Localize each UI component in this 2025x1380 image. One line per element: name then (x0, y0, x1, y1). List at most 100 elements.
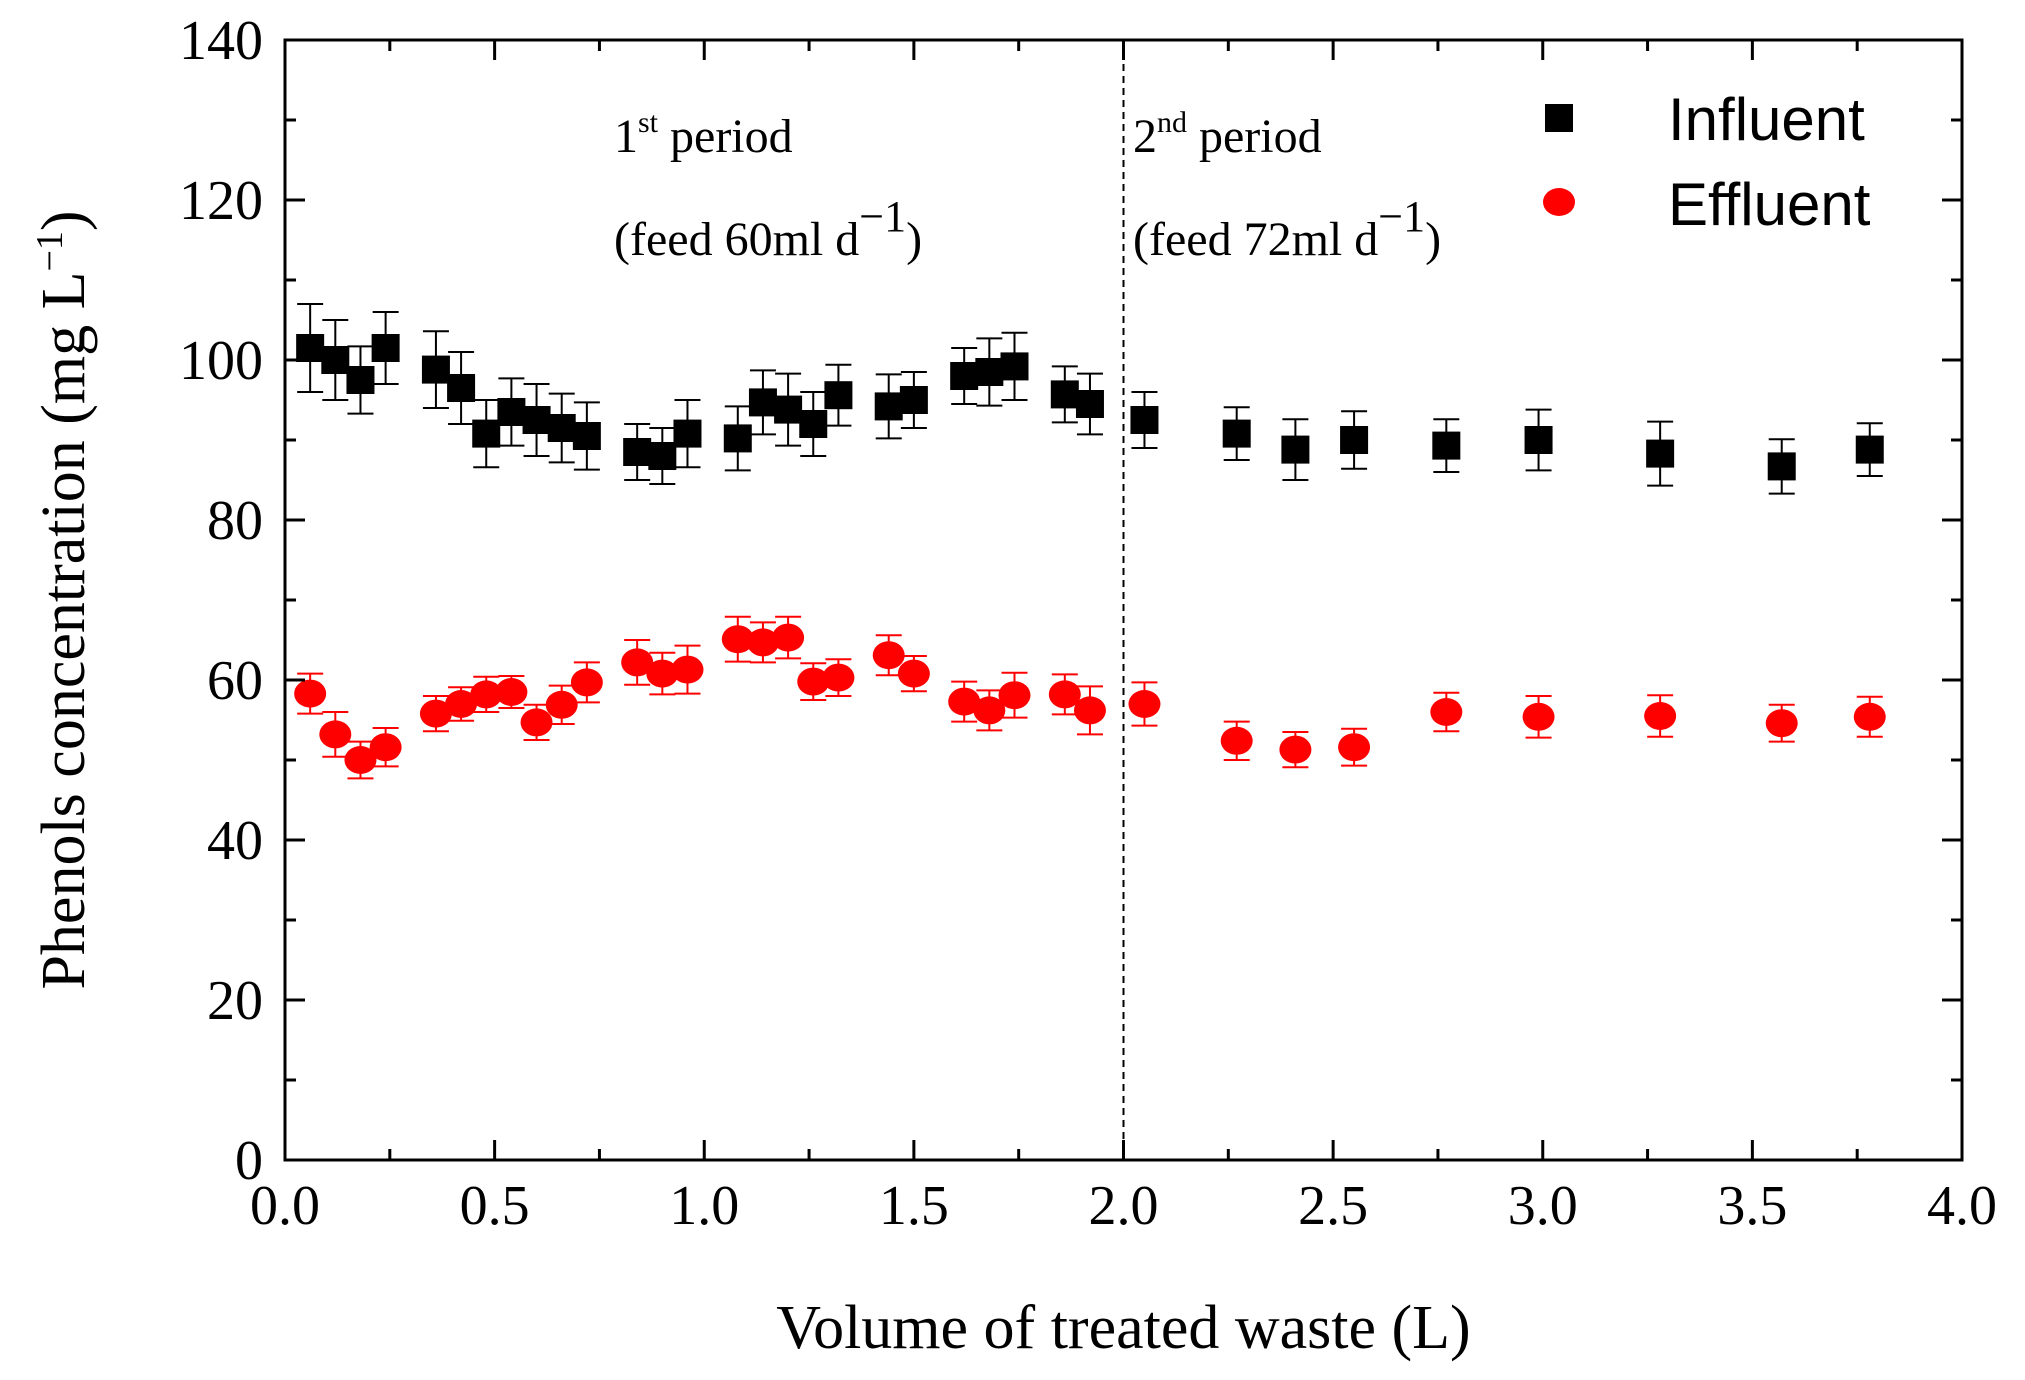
influent-point (774, 395, 803, 424)
feed-label-2: (feed 72ml d−1) (1133, 192, 1441, 266)
effluent-point (822, 663, 855, 692)
influent-point (824, 381, 853, 410)
y-tick-label: 100 (179, 330, 263, 392)
point-layer (294, 334, 1886, 774)
effluent-point (721, 625, 754, 654)
x-tick-label: 2.0 (1089, 1175, 1159, 1237)
influent-point (321, 346, 350, 374)
effluent-point (545, 690, 578, 719)
effluent-point (1430, 698, 1463, 726)
x-tick-label: 3.0 (1508, 1175, 1578, 1237)
influent-point (950, 362, 979, 390)
effluent-point (520, 708, 553, 737)
influent-point (1050, 380, 1079, 409)
influent-point (1000, 352, 1029, 381)
effluent-point (1128, 690, 1161, 718)
influent-point (296, 334, 325, 362)
effluent-point (445, 690, 478, 718)
period-label-2: 2nd period (1133, 106, 1322, 163)
effluent-point (1765, 709, 1798, 738)
x-tick-label: 3.5 (1717, 1175, 1787, 1237)
effluent-point (746, 628, 779, 657)
influent-point (1340, 426, 1369, 454)
y-axis-title: Phenols concentration (mg L−1) (29, 210, 98, 989)
legend-influent-label: Influent (1668, 86, 1865, 153)
influent-point (748, 388, 777, 417)
effluent-point (369, 733, 402, 762)
effluent-point (646, 659, 679, 688)
x-tick-label: 0.0 (250, 1175, 320, 1237)
influent-point (673, 419, 702, 448)
legend-effluent-marker (1543, 188, 1575, 216)
effluent-point (797, 667, 830, 696)
effluent-point (897, 659, 930, 688)
influent-point (1075, 390, 1104, 418)
y-tick-label: 40 (207, 810, 263, 872)
x-tick-label: 0.5 (460, 1175, 530, 1237)
y-tick-label: 80 (207, 490, 263, 552)
x-tick-label: 2.5 (1298, 1175, 1368, 1237)
influent-point (447, 374, 476, 402)
effluent-point (998, 681, 1031, 710)
influent-point (1432, 431, 1461, 460)
influent-point (975, 358, 1004, 386)
y-tick-label: 120 (179, 170, 263, 232)
influent-point (799, 410, 828, 438)
effluent-point (419, 699, 452, 728)
influent-point (522, 406, 551, 434)
effluent-point (1279, 735, 1312, 764)
annotation-layer: 1st period (feed 60ml d−1) 2nd period (feed… (614, 106, 1441, 266)
influent-point (1524, 426, 1553, 454)
influent-point (572, 422, 601, 450)
effluent-point (772, 623, 805, 652)
effluent-point (319, 720, 352, 749)
influent-point (874, 392, 903, 421)
influent-point (648, 442, 677, 470)
effluent-point (1338, 733, 1371, 762)
x-axis-title: Volume of treated waste (L) (776, 1294, 1470, 1362)
effluent-point (671, 655, 704, 684)
influent-point (1130, 406, 1159, 434)
influent-point (723, 424, 752, 453)
effluent-point (495, 678, 528, 706)
effluent-point (1853, 702, 1886, 731)
x-tick-label: 1.0 (669, 1175, 739, 1237)
influent-point (497, 398, 526, 426)
y-tick-label: 140 (179, 10, 263, 72)
influent-point (346, 366, 375, 394)
influent-point (421, 355, 450, 384)
effluent-point (470, 680, 503, 709)
legend-influent-marker (1545, 104, 1573, 132)
influent-point (472, 419, 501, 448)
y-tick-label: 0 (235, 1130, 263, 1192)
y-tick-label: 60 (207, 650, 263, 712)
effluent-point (1048, 680, 1081, 709)
effluent-point (1220, 726, 1253, 755)
feed-label-1: (feed 60ml d−1) (614, 192, 922, 266)
influent-point (547, 414, 576, 442)
effluent-point (1644, 702, 1677, 730)
period-label-1: 1st period (614, 106, 793, 163)
effluent-point (1522, 702, 1555, 731)
effluent-point (872, 641, 905, 670)
influent-point (1767, 452, 1796, 481)
effluent-point (570, 668, 603, 697)
effluent-point (1073, 696, 1106, 725)
influent-point (899, 386, 928, 414)
influent-point (1646, 439, 1675, 468)
y-tick-label: 20 (207, 970, 263, 1032)
axes-layer: 0.0 0.5 1.0 1.5 2.0 2.5 3.0 3.5 4.0 0 20 40 60 80 100 1… (29, 10, 1997, 1362)
influent-point (371, 334, 400, 362)
effluent-point (294, 679, 327, 708)
legend: Influent Effluent (1543, 86, 1871, 238)
influent-point (623, 438, 652, 466)
legend-effluent-label: Effluent (1668, 171, 1871, 238)
effluent-point (344, 746, 377, 774)
x-tick-label: 1.5 (879, 1175, 949, 1237)
influent-point (1222, 419, 1251, 448)
effluent-point (973, 696, 1006, 725)
x-tick-label: 4.0 (1927, 1175, 1997, 1237)
influent-point (1281, 435, 1310, 464)
effluent-point (621, 648, 654, 677)
